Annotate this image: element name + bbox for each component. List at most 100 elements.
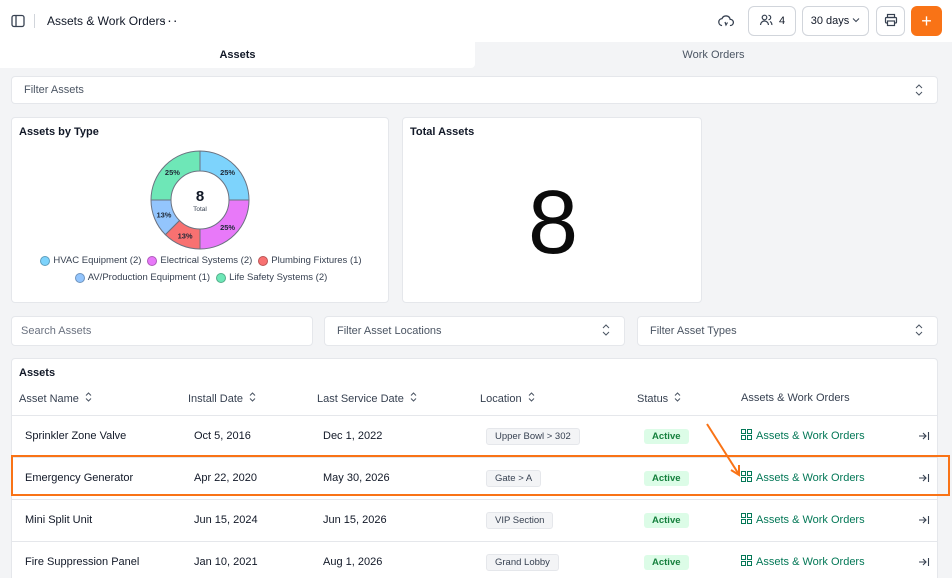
assets-work-orders-link[interactable]: Assets & Work Orders — [741, 513, 865, 527]
install-date: Jan 10, 2021 — [194, 556, 258, 568]
last-service-date: May 30, 2026 — [323, 472, 390, 484]
assets-table: Assets Asset Name Install Date Last Serv… — [11, 358, 938, 578]
top-bar: Assets & Work Orders ··· 4 30 days + — [0, 0, 952, 42]
location-badge: Gate > A — [486, 470, 542, 487]
date-range-label: 30 days — [810, 15, 850, 27]
total-assets-value: 8 — [527, 173, 579, 273]
open-row-icon[interactable] — [918, 472, 930, 484]
header-divider — [34, 14, 35, 28]
open-row-icon[interactable] — [918, 556, 930, 568]
assets-by-type-title: Assets by Type — [19, 126, 99, 138]
slice-label-life-safety-systems: 25% — [165, 168, 180, 177]
row-divider — [12, 457, 937, 458]
column-header-status[interactable]: Status — [637, 392, 681, 405]
users-icon — [759, 13, 773, 30]
legend-swatch — [40, 255, 51, 266]
assets-by-type-card: Assets by Type 25% 25% 13% 13% 25% 8 Total HVA… — [11, 117, 389, 303]
row-divider — [12, 499, 937, 500]
asset-name: Sprinkler Zone Valve — [25, 430, 127, 442]
assets-work-orders-link[interactable]: Assets & Work Orders — [741, 471, 865, 485]
filter-locations-label: Filter Asset Locations — [337, 325, 442, 337]
legend-swatch — [216, 272, 227, 283]
total-assets-title: Total Assets — [410, 126, 475, 138]
legend-item-life-safety-systems[interactable]: Life Safety Systems (2) — [216, 272, 327, 283]
add-button[interactable]: + — [911, 6, 942, 36]
legend-item-plumbing-fixtures[interactable]: Plumbing Fixtures (1) — [258, 255, 362, 266]
print-button[interactable] — [876, 6, 905, 36]
column-header-last-service-date[interactable]: Last Service Date — [317, 392, 417, 405]
legend-swatch — [74, 272, 85, 283]
open-row-icon[interactable] — [918, 430, 930, 442]
location-badge: Upper Bowl > 302 — [486, 428, 580, 445]
grid-icon — [741, 555, 752, 569]
chevron-up-down-icon — [915, 324, 923, 336]
sort-icon — [674, 392, 681, 405]
slice-label-electrical-systems: 25% — [220, 223, 235, 232]
legend-item-av-production-equipment[interactable]: AV/Production Equipment (1) — [74, 272, 211, 283]
sort-icon — [249, 392, 256, 405]
grid-icon — [741, 429, 752, 443]
table-title: Assets — [19, 367, 56, 379]
last-service-date: Aug 1, 2026 — [323, 556, 383, 568]
column-header-install-date[interactable]: Install Date — [188, 392, 256, 405]
more-options-button[interactable]: ··· — [161, 12, 179, 28]
header-divider — [12, 415, 937, 416]
date-range-select[interactable]: 30 days — [802, 6, 869, 36]
status-badge: Active — [644, 429, 689, 444]
tab-work-orders[interactable]: Work Orders — [682, 49, 745, 61]
sort-icon — [85, 392, 92, 405]
search-assets-input[interactable] — [11, 316, 313, 346]
last-service-date: Jun 15, 2026 — [323, 514, 387, 526]
total-assets-card: Total Assets 8 — [402, 117, 702, 303]
column-header-asset-name[interactable]: Asset Name — [19, 392, 92, 405]
grid-icon — [741, 513, 752, 527]
legend-swatch — [258, 255, 269, 266]
tab-assets[interactable]: Assets — [0, 42, 475, 68]
row-divider — [12, 541, 937, 542]
chevron-up-down-icon — [602, 324, 610, 336]
slice-label-plumbing-fixtures: 13% — [178, 232, 193, 241]
assets-work-orders-link[interactable]: Assets & Work Orders — [741, 555, 865, 569]
install-date: Oct 5, 2016 — [194, 430, 251, 442]
legend-item-hvac-equipment[interactable]: HVAC Equipment (2) — [40, 255, 141, 266]
chevron-up-down-icon — [915, 84, 923, 96]
legend-swatch — [147, 255, 158, 266]
grid-icon — [741, 471, 752, 485]
slice-life-safety-systems[interactable] — [150, 150, 201, 201]
legend-label: HVAC Equipment (2) — [53, 255, 142, 266]
column-header-assets-work-orders: Assets & Work Orders — [741, 392, 850, 404]
legend-item-electrical-systems[interactable]: Electrical Systems (2) — [147, 255, 252, 266]
sort-icon — [528, 392, 535, 405]
table-row[interactable]: Fire Suppression Panel Jan 10, 2021 Aug … — [12, 542, 937, 578]
donut-center-label: Total — [193, 206, 207, 213]
asset-name: Mini Split Unit — [25, 514, 93, 526]
legend-label: Life Safety Systems (2) — [229, 272, 328, 283]
printer-icon — [884, 13, 898, 30]
slice-label-av-production-equipment: 13% — [156, 210, 171, 219]
cloud-sync-icon[interactable] — [716, 11, 736, 31]
chevron-down-icon — [852, 15, 860, 27]
chart-legend: HVAC Equipment (2) Electrical Systems (2)… — [12, 255, 390, 289]
donut-center-value: 8 — [196, 188, 204, 205]
assets-work-orders-link[interactable]: Assets & Work Orders — [741, 429, 865, 443]
sidebar-toggle-icon[interactable] — [10, 13, 26, 29]
status-badge: Active — [644, 471, 689, 486]
tab-bar: Assets Work Orders — [0, 42, 952, 68]
filter-locations-select[interactable]: Filter Asset Locations — [324, 316, 625, 346]
open-row-icon[interactable] — [918, 514, 930, 526]
status-badge: Active — [644, 513, 689, 528]
sort-icon — [410, 392, 417, 405]
filter-assets-select[interactable]: Filter Assets — [11, 76, 938, 104]
status-badge: Active — [644, 555, 689, 570]
table-row[interactable]: Sprinkler Zone Valve Oct 5, 2016 Dec 1, … — [12, 416, 937, 458]
last-service-date: Dec 1, 2022 — [323, 430, 383, 442]
users-button[interactable]: 4 — [748, 6, 796, 36]
filter-types-select[interactable]: Filter Asset Types — [637, 316, 938, 346]
table-row[interactable]: Emergency Generator Apr 22, 2020 May 30,… — [12, 458, 937, 500]
slice-label-hvac-equipment: 25% — [220, 168, 235, 177]
location-badge: Grand Lobby — [486, 554, 559, 571]
column-header-location[interactable]: Location — [480, 392, 535, 405]
legend-label: AV/Production Equipment (1) — [87, 272, 211, 283]
table-row[interactable]: Mini Split Unit Jun 15, 2024 Jun 15, 202… — [12, 500, 937, 542]
